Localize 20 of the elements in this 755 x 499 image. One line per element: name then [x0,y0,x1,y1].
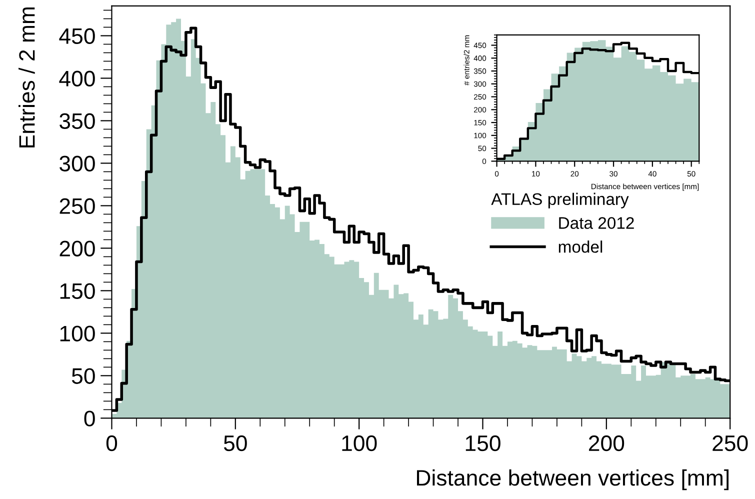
x-tick-label: 200 [589,435,624,452]
x-tick-label: 0 [106,435,118,452]
x-tick-label: 100 [342,435,377,452]
y-tick-label: 400 [59,70,95,86]
y-tick-label: 0 [84,410,95,426]
y-tick-label: 300 [60,156,95,172]
y-tick-label: 100 [60,326,95,342]
y-axis-title: Entries / 2 mm [18,7,35,148]
y-tick-label: 250 [60,198,95,214]
x-tick-label: 250 [712,435,748,452]
y-tick-label: 450 [59,28,95,44]
x-tick-label: 50 [224,435,247,452]
legend-label: model [558,240,602,253]
x-axis-title: Distance between vertices [mm] [416,469,729,490]
y-tick-label: 50 [72,368,95,384]
legend-label: Data 2012 [559,217,634,229]
y-tick-label: 200 [60,240,95,256]
legend-title: ATLAS preliminary [491,192,629,208]
y-tick-label: 350 [60,113,95,129]
y-tick-label: 150 [60,283,95,299]
